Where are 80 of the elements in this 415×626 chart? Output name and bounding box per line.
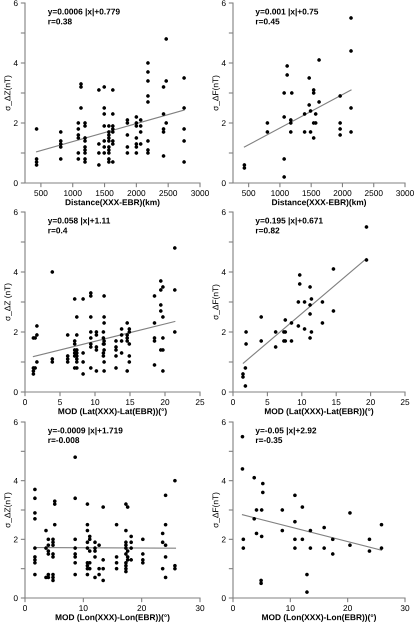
y-tick-label: 2 — [222, 120, 226, 126]
x-axis-title: MOD (Lon(XXX)-Lon(EBR))(°) — [56, 614, 170, 622]
x-tick-label: 1500 — [302, 190, 320, 196]
x-tick-label: 2500 — [159, 190, 178, 196]
y-axis-title: σ_ΔZ(nT) — [4, 76, 12, 111]
annotation: r=-0.35 — [256, 437, 282, 444]
y-tick-label: 6 — [222, 0, 226, 6]
y-tick-label: 4 — [222, 60, 226, 66]
x-tick-label: 20 — [343, 605, 352, 612]
annotation: r=0.4 — [48, 228, 68, 234]
y-tick-label: 2 — [222, 329, 226, 336]
x-tick-label: 20 — [160, 399, 170, 406]
y-axis-title: σ_ΔZ(nT) — [4, 492, 12, 528]
x-tick-label: 2000 — [334, 190, 352, 196]
x-tick-label: 1500 — [96, 190, 114, 196]
y-tick-label: 6 — [14, 419, 18, 426]
x-axis-title: MOD (Lon(XXX)-Lon(EBR))(°) — [262, 614, 376, 622]
x-tick-label: 10 — [79, 605, 88, 612]
y-tick-label: 4 — [14, 269, 18, 276]
x-tick-label: 15 — [332, 399, 340, 406]
x-tick-label: 0 — [231, 605, 235, 612]
x-tick-label: 0 — [23, 605, 27, 612]
y-tick-label: 6 — [14, 209, 18, 216]
annotation: y=0.001 |x|+0.75 — [255, 8, 318, 16]
x-tick-label: 500 — [34, 190, 48, 196]
y-tick-label: 2 — [14, 536, 18, 542]
x-tick-label: 5 — [58, 399, 62, 406]
annotation: y=-0.05 |x|+2.92 — [255, 427, 316, 436]
annotation: y=0.195 |x|+0.671 — [255, 217, 323, 226]
x-tick-label: 3000 — [191, 190, 209, 196]
x-tick-label: 1000 — [271, 190, 289, 196]
x-axis-title: MOD (Lat(XXX)-Lat(EBR))(°) — [58, 408, 167, 416]
x-tick-label: 20 — [366, 399, 375, 406]
annotation: r=0.45 — [256, 18, 280, 24]
annotation: r=-0.008 — [48, 437, 80, 444]
annotation: y=0.058 |x|+1.11 — [48, 217, 110, 226]
x-tick-label: 30 — [400, 605, 410, 612]
x-axis-title: Distance(XXX-EBR)(km) — [66, 199, 160, 207]
x-axis-title: MOD (Lat(XXX)-Lat(EBR))(°) — [264, 408, 374, 416]
y-tick-label: 2 — [14, 120, 18, 126]
x-tick-label: 0 — [23, 399, 27, 406]
x-tick-label: 10 — [286, 605, 295, 612]
y-tick-label: 0 — [222, 595, 226, 602]
y-tick-label: 6 — [14, 0, 18, 6]
x-tick-label: 2000 — [128, 190, 146, 196]
x-tick-label: 5 — [265, 399, 270, 406]
x-tick-label: 1000 — [64, 190, 82, 196]
x-tick-label: 3000 — [396, 190, 414, 196]
y-tick-label: 0 — [222, 180, 226, 186]
y-tick-label: 4 — [14, 60, 18, 66]
x-tick-label: 0 — [231, 399, 235, 406]
y-axis-title: σ_ΔF(nT) — [212, 284, 220, 320]
x-tick-label: 2500 — [364, 190, 383, 196]
x-tick-label: 30 — [196, 605, 204, 612]
y-tick-label: 0 — [14, 595, 18, 602]
x-tick-label: 25 — [400, 399, 410, 406]
y-tick-label: 4 — [14, 478, 18, 484]
y-axis-title: σ_ΔF(nT) — [212, 492, 220, 528]
x-tick-label: 10 — [298, 399, 306, 406]
y-tick-label: 2 — [14, 329, 18, 336]
y-tick-label: 2 — [222, 536, 226, 542]
y-axis-title: σ_ΔZ (nT) — [4, 284, 12, 321]
annotation: y=-0.0009 |x|+1.719 — [48, 427, 123, 436]
y-axis-title: σ_ΔF(nT) — [212, 76, 220, 111]
y-tick-label: 0 — [14, 180, 18, 186]
x-tick-label: 10 — [91, 399, 100, 406]
y-tick-label: 4 — [222, 478, 226, 484]
y-tick-label: 4 — [222, 269, 226, 276]
y-tick-label: 6 — [222, 419, 226, 426]
annotation: y=0.0006 |x|+0.779 — [48, 8, 120, 16]
y-tick-label: 0 — [222, 389, 226, 396]
y-tick-label: 6 — [222, 209, 226, 216]
x-tick-label: 15 — [126, 399, 134, 406]
y-tick-label: 0 — [14, 389, 18, 396]
x-tick-label: 500 — [242, 190, 256, 196]
x-axis-title: Distance(XXX-EBR)(km) — [272, 199, 366, 207]
x-tick-label: 20 — [137, 605, 146, 612]
annotation: r=0.38 — [48, 18, 72, 24]
annotation: r=0.82 — [256, 228, 280, 234]
x-tick-label: 25 — [196, 399, 204, 406]
